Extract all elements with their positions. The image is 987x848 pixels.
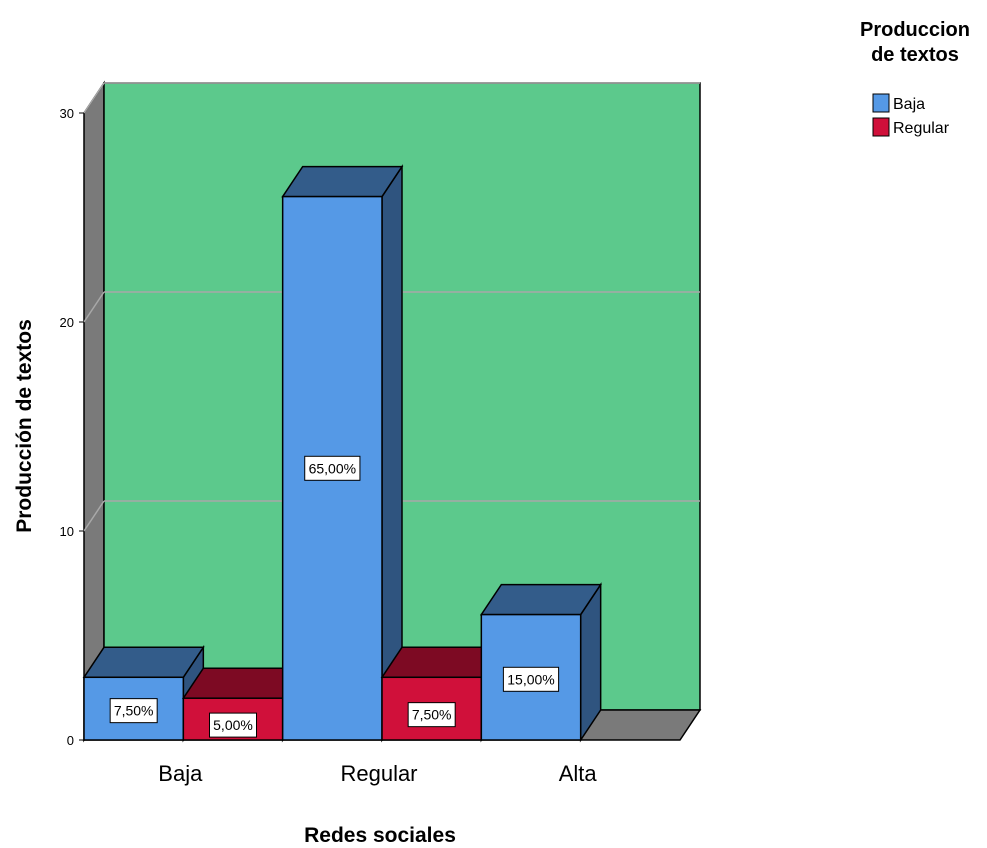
legend: Produccion de textos Baja Regular [860, 19, 970, 137]
bars: 7,50% 5,00% 65,00% 7,50% 15,00% [82, 164, 603, 743]
y-tick-label: 20 [60, 315, 74, 330]
x-axis-title: Redes sociales [304, 824, 456, 847]
x-category-label: Baja [158, 761, 203, 786]
x-category-label: Regular [340, 761, 417, 786]
legend-label: Baja [893, 96, 925, 113]
bar-top [281, 165, 404, 198]
bar-baja-regular: 65,00% [281, 164, 404, 743]
y-axis-title: Producción de textos [13, 319, 36, 533]
data-label-box [502, 666, 560, 692]
data-label-text: 65,00% [309, 460, 356, 476]
data-label: 15,00% [502, 666, 560, 692]
legend-label: Regular [893, 120, 950, 137]
data-label-text: 15,00% [507, 671, 554, 687]
bar-baja-baja: 7,50% [82, 644, 205, 743]
bar-top [479, 583, 603, 616]
legend-swatch [872, 117, 890, 137]
data-label-box [407, 702, 456, 728]
data-label: 5,00% [209, 712, 257, 738]
bar-regular-regular: 7,50% [380, 644, 503, 743]
gridline-side [83, 82, 105, 114]
gridline-side [83, 500, 105, 532]
y-tick-label: 30 [60, 106, 74, 121]
legend-item-baja: Baja [872, 93, 925, 113]
data-label-box [109, 698, 158, 724]
y-axis-ticks: 0 10 20 30 [60, 106, 84, 748]
data-label-text: 7,50% [412, 707, 452, 723]
legend-swatch [872, 93, 890, 113]
x-category-label: Alta [559, 761, 598, 786]
data-label-text: 5,00% [213, 717, 253, 733]
legend-title: de textos [871, 44, 959, 66]
x-axis-categories: Baja Regular Alta [158, 761, 597, 786]
bar-top [82, 646, 205, 679]
data-label-text: 7,50% [114, 703, 154, 719]
plot-side-wall [83, 80, 105, 743]
data-label: 65,00% [304, 455, 361, 481]
data-label: 7,50% [407, 702, 456, 728]
data-label: 7,50% [109, 698, 158, 724]
data-label-box [209, 712, 257, 738]
legend-title: Produccion [860, 19, 970, 41]
bar-regular-baja: 5,00% [181, 665, 305, 743]
y-tick-label: 0 [67, 733, 74, 748]
y-tick-label: 10 [60, 524, 74, 539]
legend-item-regular: Regular [872, 117, 950, 137]
gridline-side [83, 291, 105, 323]
bar-baja-alta: 15,00% [479, 582, 603, 743]
data-label-box [304, 455, 361, 481]
